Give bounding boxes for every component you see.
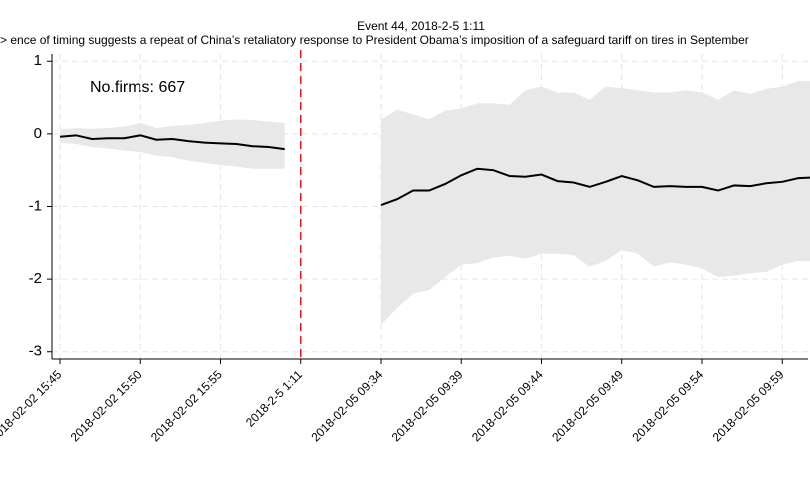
x-tick-label: 2018-02-05 09:54	[629, 367, 706, 444]
x-tick-label: 2018-02-05 09:34	[308, 367, 385, 444]
confidence-band	[60, 119, 285, 169]
x-tick-label: 2018-02-05 09:59	[710, 367, 787, 444]
line	[380, 167, 810, 206]
y-tick-label: -2	[29, 270, 42, 287]
y-tick-label: -1	[29, 197, 42, 214]
confidence-band	[381, 80, 810, 325]
x-tick-label: 2018-2-5 1:11	[243, 367, 305, 429]
x-tick-label: 2018-02-05 09:49	[549, 367, 626, 444]
x-tick-label: 2018-02-02 15:45	[0, 367, 65, 444]
x-tick-label: 2018-02-05 09:44	[469, 367, 546, 444]
annotation: No.firms: 667	[90, 79, 185, 96]
line	[59, 134, 285, 151]
x-tick-label: 2018-02-02 15:55	[148, 367, 225, 444]
x-tick-label: 2018-02-05 09:39	[389, 367, 466, 444]
chart-subtitle: > ence of timing suggests a repeat of Ch…	[0, 33, 749, 47]
y-tick-label: -3	[29, 343, 42, 360]
chart-title: Event 44, 2018-2-5 1:11	[357, 19, 485, 33]
y-tick-label: 1	[34, 52, 42, 69]
x-tick-label: 2018-02-02 15:50	[68, 367, 145, 444]
y-tick-label: 0	[34, 125, 42, 142]
